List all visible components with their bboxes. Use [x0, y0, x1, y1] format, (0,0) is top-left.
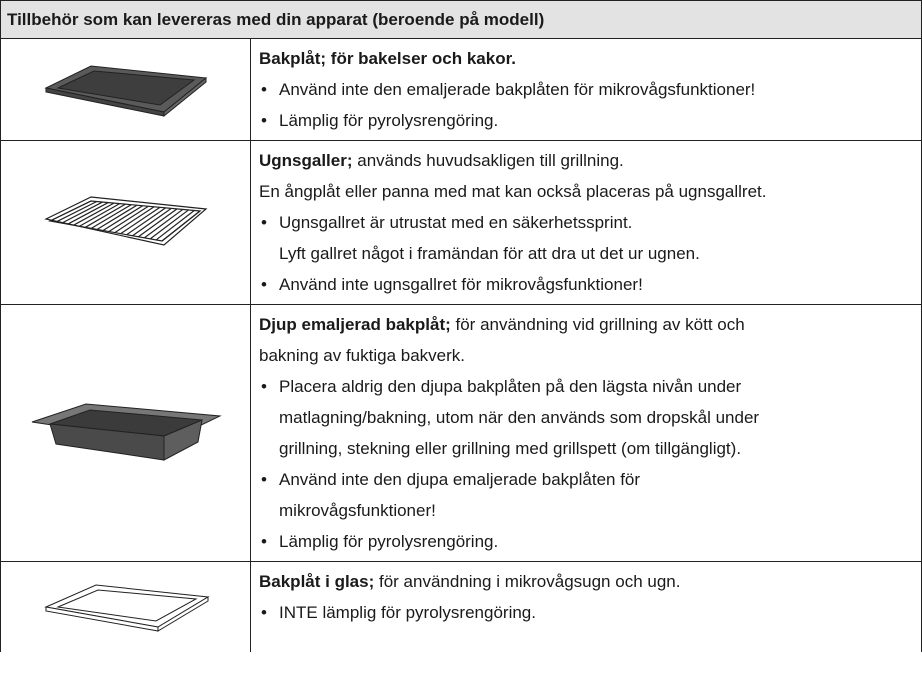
text-line: Bakplåt; för bakelser och kakor. — [259, 43, 913, 74]
item-name: Bakplåt i glas; — [259, 572, 375, 591]
line-text: Lyft gallret något i framändan för att d… — [279, 244, 700, 263]
text-cell: Bakplåt; för bakelser och kakor. Använd i… — [251, 39, 921, 140]
line-text: mikrovågsfunktioner! — [279, 501, 436, 520]
line-text: för användning i mikrovågsugn och ugn. — [374, 572, 681, 591]
line-text: INTE lämplig för pyrolysrengöring. — [279, 603, 536, 622]
text-line: mikrovågsfunktioner! — [259, 495, 913, 526]
bullet-line: Lämplig för pyrolysrengöring. — [259, 105, 913, 136]
bullet-line: Ugnsgallret är utrustat med en säkerhets… — [259, 207, 913, 238]
table-row: Bakplåt i glas; för användning i mikrovå… — [1, 562, 921, 652]
line-text: Ugnsgallret är utrustat med en säkerhets… — [279, 213, 633, 232]
baking-tray-image — [43, 64, 207, 117]
line-text: Placera aldrig den djupa bakplåten på de… — [279, 377, 742, 396]
line-text: En ångplåt eller panna med mat kan också… — [259, 182, 767, 201]
item-name: Ugnsgaller; — [259, 151, 353, 170]
table-header: Tillbehör som kan levereras med din appa… — [1, 0, 921, 39]
line-text: matlagning/bakning, utom när den används… — [279, 408, 760, 427]
bullet-line: INTE lämplig för pyrolysrengöring. — [259, 597, 913, 628]
text-cell: Bakplåt i glas; för användning i mikrovå… — [251, 562, 921, 652]
table-row: Djup emaljerad bakplåt; för användning v… — [1, 305, 921, 562]
table-row: Ugnsgaller; används huvudsakligen till g… — [1, 141, 921, 305]
line-text: används huvudsakligen till grillning. — [352, 151, 624, 170]
line-text: bakning av fuktiga bakverk. — [259, 346, 466, 365]
line-text: Lämplig för pyrolysrengöring. — [279, 532, 499, 551]
line-text: för användning vid grillning av kött och — [450, 315, 745, 334]
line-text: grillning, stekning eller grillning med … — [279, 439, 742, 458]
item-name: Djup emaljerad bakplåt; — [259, 315, 451, 334]
deep-tray-image — [31, 403, 222, 461]
image-cell — [1, 39, 251, 140]
text-line: En ångplåt eller panna med mat kan också… — [259, 176, 913, 207]
accessory-table: Tillbehör som kan levereras med din appa… — [0, 0, 922, 652]
glass-tray-image — [43, 584, 210, 632]
text-line: Bakplåt i glas; för användning i mikrovå… — [259, 566, 913, 597]
text-line: Djup emaljerad bakplåt; för användning v… — [259, 309, 913, 340]
text-line: Ugnsgaller; används huvudsakligen till g… — [259, 145, 913, 176]
image-cell — [1, 141, 251, 304]
text-cell: Ugnsgaller; används huvudsakligen till g… — [251, 141, 921, 304]
bullet-line: Använd inte ugnsgallret för mikrovågsfun… — [259, 269, 913, 300]
image-cell — [1, 562, 251, 652]
bullet-line: Placera aldrig den djupa bakplåten på de… — [259, 371, 913, 402]
line-text: Använd inte ugnsgallret för mikrovågsfun… — [279, 275, 643, 294]
table-body: Bakplåt; för bakelser och kakor. Använd i… — [1, 39, 921, 652]
oven-rack-image — [43, 195, 207, 246]
line-text: Använd inte den emaljerade bakplåten för… — [279, 80, 756, 99]
text-cell: Djup emaljerad bakplåt; för användning v… — [251, 305, 921, 561]
bullet-line: Använd inte den djupa emaljerade bakplåt… — [259, 464, 913, 495]
bullet-line: Använd inte den emaljerade bakplåten för… — [259, 74, 913, 105]
item-name: Bakplåt; för bakelser och kakor. — [259, 49, 516, 68]
line-text: Använd inte den djupa emaljerade bakplåt… — [279, 470, 641, 489]
text-line: matlagning/bakning, utom när den används… — [259, 402, 913, 433]
image-cell — [1, 305, 251, 561]
text-line: bakning av fuktiga bakverk. — [259, 340, 913, 371]
line-text: Lämplig för pyrolysrengöring. — [279, 111, 499, 130]
text-line: Lyft gallret något i framändan för att d… — [259, 238, 913, 269]
text-line: grillning, stekning eller grillning med … — [259, 433, 913, 464]
table-row: Bakplåt; för bakelser och kakor. Använd i… — [1, 39, 921, 141]
bullet-line: Lämplig för pyrolysrengöring. — [259, 526, 913, 557]
